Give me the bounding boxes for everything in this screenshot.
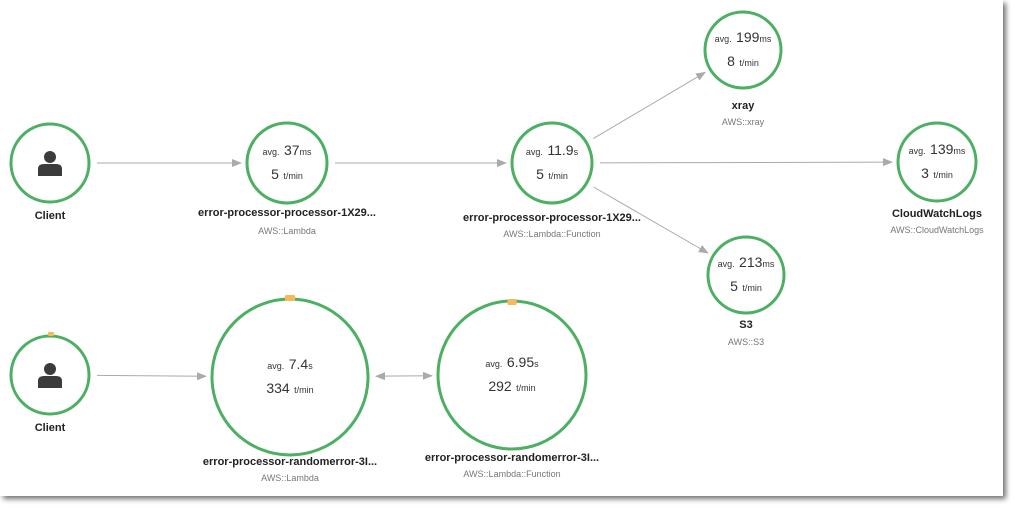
avg-latency-value: 6.95	[506, 354, 535, 370]
node-type-s3: AWS::S3	[727, 337, 765, 347]
service-node-xray[interactable]	[703, 10, 783, 90]
avg-latency-unit: s	[308, 361, 313, 371]
user-icon	[44, 363, 56, 375]
avg-latency-unit: ms	[953, 146, 966, 156]
throughput-value: 292	[488, 378, 512, 394]
edge-func1-to-xray[interactable]	[593, 71, 706, 139]
throughput-value: 334	[266, 380, 290, 396]
edge-func1-to-s3[interactable]	[593, 186, 709, 254]
throughput-unit: t/min	[933, 170, 953, 180]
node-name-func2[interactable]: error-processor-randomerror-3I...	[424, 452, 600, 464]
service-map-graph	[9, 10, 978, 457]
avg-latency-unit: ms	[762, 259, 775, 269]
avg-label: avg.	[267, 361, 285, 371]
avg-latency-value: 7.4	[288, 356, 309, 372]
node-stats-s3: avg. 213ms 5 t/min	[718, 251, 775, 299]
avg-latency-unit: s	[573, 147, 579, 157]
node-type-xray: AWS::xray	[721, 117, 765, 127]
throughput-unit: t/min	[739, 58, 759, 68]
node-stats-func2: avg. 6.95s 292 t/min	[485, 351, 538, 399]
avg-label: avg.	[262, 147, 280, 157]
node-type-lambda1: AWS::Lambda	[258, 226, 316, 236]
avg-label: avg.	[717, 259, 735, 269]
user-icon	[44, 151, 56, 163]
throughput-unit: t/min	[742, 283, 762, 293]
avg-label: avg.	[714, 34, 732, 44]
service-node-cwlogs[interactable]	[896, 121, 978, 203]
node-stats-lambda1: avg. 37ms 5 t/min	[262, 139, 311, 187]
user-icon-body	[38, 376, 62, 388]
avg-label: avg.	[485, 359, 503, 369]
node-name-lambda2[interactable]: error-processor-randomerror-3I...	[202, 456, 378, 468]
node-name-cwlogs[interactable]: CloudWatchLogs	[891, 208, 983, 220]
avg-latency-value: 139	[930, 141, 954, 157]
throughput-value: 5	[271, 166, 279, 182]
node-type-func1: AWS::Lambda::Function	[503, 229, 601, 239]
avg-latency-value: 199	[736, 29, 760, 45]
node-name-client1[interactable]: Client	[34, 210, 66, 222]
edge-client2-to-lambda2[interactable]	[96, 372, 208, 381]
avg-latency-value: 37	[283, 142, 300, 158]
node-type-func2: AWS::Lambda::Function	[463, 469, 561, 479]
avg-latency-value: 11.9	[547, 142, 574, 158]
node-type-cwlogs: AWS::CloudWatchLogs	[890, 225, 984, 235]
throughput-unit: t/min	[516, 383, 536, 393]
service-node-lambda1[interactable]	[245, 121, 329, 205]
avg-label: avg.	[525, 147, 543, 157]
avg-latency-unit: s	[534, 359, 539, 369]
node-stats-cwlogs: avg. 139ms 3 t/min	[909, 138, 966, 186]
node-stats-lambda2: avg. 7.4s 334 t/min	[266, 353, 313, 401]
node-name-xray[interactable]: xray	[731, 100, 755, 112]
throughput-value: 8	[727, 53, 735, 69]
fault-indicator-func2	[507, 299, 517, 305]
user-icon-body	[38, 164, 62, 176]
throughput-value: 3	[921, 165, 929, 181]
throughput-value: 5	[730, 278, 738, 294]
node-stats-xray: avg. 199ms 8 t/min	[715, 26, 772, 74]
throughput-unit: t/min	[294, 385, 314, 395]
node-name-client2[interactable]: Client	[34, 422, 66, 434]
avg-label: avg.	[908, 146, 926, 156]
throughput-value: 5	[536, 166, 544, 182]
node-name-s3[interactable]: S3	[739, 319, 753, 331]
service-node-func1[interactable]	[510, 121, 594, 205]
avg-latency-unit: ms	[759, 34, 772, 44]
fault-indicator-client2	[48, 332, 54, 336]
node-stats-func1: avg. 11.9s 5 t/min	[526, 139, 578, 187]
throughput-unit: t/min	[548, 171, 568, 181]
service-node-s3[interactable]	[706, 235, 786, 315]
throughput-unit: t/min	[283, 171, 303, 181]
node-name-func1[interactable]: error-processor-processor-1X29...	[463, 212, 641, 224]
edge-lambda2-to-func2[interactable]	[374, 371, 434, 381]
node-name-lambda1[interactable]: error-processor-processor-1X29...	[198, 207, 376, 219]
avg-latency-unit: ms	[299, 147, 312, 157]
fault-indicator-lambda2	[285, 295, 295, 301]
node-type-lambda2: AWS::Lambda	[261, 473, 319, 483]
edge-func1-to-cwlogs[interactable]	[599, 158, 894, 167]
avg-latency-value: 213	[739, 254, 763, 270]
